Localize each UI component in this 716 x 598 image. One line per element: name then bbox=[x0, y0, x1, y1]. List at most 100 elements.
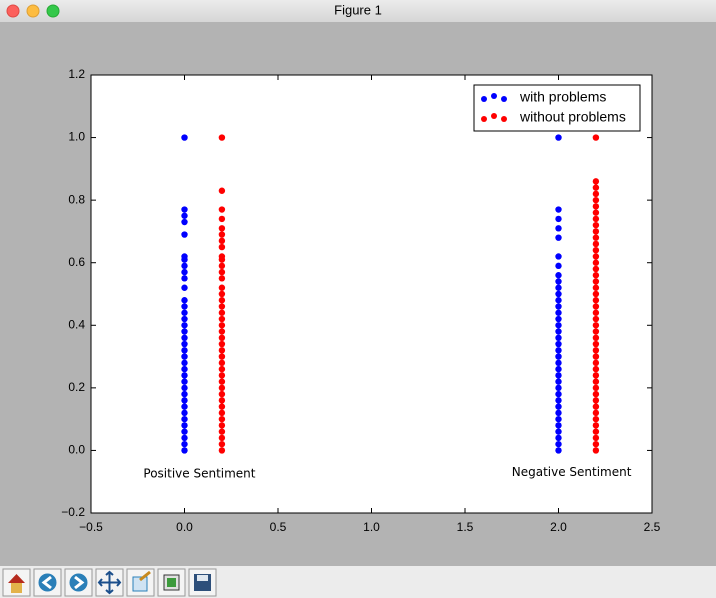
point bbox=[218, 215, 226, 223]
legend-label: with problems bbox=[519, 89, 606, 105]
point bbox=[592, 409, 600, 417]
point bbox=[218, 275, 226, 282]
point bbox=[555, 415, 562, 423]
x-tick-label: 2.0 bbox=[550, 520, 567, 534]
point bbox=[592, 340, 600, 348]
home-icon bbox=[11, 583, 22, 593]
minimize-button[interactable] bbox=[26, 4, 40, 18]
point bbox=[592, 265, 600, 273]
point bbox=[218, 378, 226, 385]
point bbox=[181, 353, 188, 360]
point bbox=[555, 225, 562, 232]
point bbox=[592, 209, 600, 216]
point bbox=[592, 134, 600, 141]
point bbox=[555, 390, 562, 398]
point bbox=[592, 184, 600, 191]
point bbox=[592, 234, 600, 241]
point bbox=[218, 334, 226, 341]
point bbox=[592, 240, 600, 248]
point bbox=[592, 253, 600, 260]
point bbox=[555, 384, 562, 392]
point bbox=[218, 347, 226, 354]
point bbox=[218, 340, 226, 348]
point bbox=[181, 315, 188, 323]
point bbox=[181, 231, 188, 238]
point bbox=[218, 315, 226, 323]
point bbox=[181, 440, 188, 448]
point bbox=[592, 290, 600, 298]
pan-icon bbox=[97, 570, 122, 595]
point bbox=[555, 359, 562, 367]
point bbox=[218, 434, 226, 442]
x-tick-label: 0.0 bbox=[176, 520, 193, 534]
y-tick-label: 0.8 bbox=[68, 192, 85, 206]
close-button[interactable] bbox=[6, 4, 20, 18]
point bbox=[555, 340, 562, 348]
legend-marker bbox=[491, 93, 497, 99]
point bbox=[181, 397, 188, 404]
point bbox=[218, 384, 226, 392]
point bbox=[555, 422, 562, 429]
point bbox=[181, 262, 188, 270]
point bbox=[555, 234, 562, 241]
point bbox=[592, 259, 600, 266]
point bbox=[181, 303, 188, 310]
point bbox=[218, 309, 226, 316]
point bbox=[555, 215, 562, 223]
point bbox=[592, 434, 600, 442]
point bbox=[218, 262, 226, 270]
x-tick-label: 1.0 bbox=[363, 520, 380, 534]
point bbox=[555, 262, 562, 270]
point bbox=[592, 303, 600, 310]
point bbox=[181, 415, 188, 423]
zoom-button[interactable] bbox=[46, 4, 60, 18]
toolbar-buttons bbox=[2, 568, 217, 597]
forward-icon bbox=[74, 575, 85, 590]
point bbox=[218, 253, 226, 260]
point bbox=[181, 297, 188, 304]
point bbox=[592, 359, 600, 367]
point bbox=[592, 309, 600, 316]
point bbox=[555, 447, 562, 454]
point bbox=[592, 178, 600, 185]
legend-marker bbox=[481, 116, 487, 122]
legend-label: without problems bbox=[519, 109, 626, 125]
point bbox=[592, 228, 600, 235]
point bbox=[218, 397, 226, 404]
point bbox=[218, 390, 226, 398]
y-tick-label: 0.2 bbox=[68, 380, 85, 394]
point bbox=[181, 428, 188, 435]
point bbox=[181, 384, 188, 392]
point bbox=[218, 403, 226, 410]
point bbox=[592, 372, 600, 379]
point bbox=[181, 218, 188, 226]
point bbox=[555, 290, 562, 298]
point bbox=[592, 297, 600, 304]
point bbox=[555, 428, 562, 435]
legend-box bbox=[473, 84, 641, 132]
zoom-icon bbox=[132, 576, 148, 592]
point bbox=[592, 203, 600, 210]
point bbox=[592, 334, 600, 341]
point bbox=[592, 278, 600, 285]
point bbox=[555, 206, 562, 213]
axes-frame bbox=[90, 74, 653, 514]
point bbox=[555, 315, 562, 323]
legend-marker bbox=[501, 116, 507, 122]
point bbox=[181, 372, 188, 379]
point bbox=[218, 422, 226, 429]
legend-marker bbox=[501, 96, 507, 102]
point bbox=[218, 243, 226, 251]
zoom-icon bbox=[139, 570, 151, 582]
point bbox=[555, 372, 562, 379]
point bbox=[218, 359, 226, 367]
point bbox=[181, 340, 188, 348]
y-tick-label: −0.2 bbox=[61, 505, 85, 519]
back-icon bbox=[38, 573, 57, 592]
point bbox=[592, 384, 600, 392]
x-tick-label: 2.5 bbox=[644, 520, 661, 534]
y-tick-label: 0.0 bbox=[68, 443, 85, 457]
point bbox=[592, 215, 600, 223]
point bbox=[218, 440, 226, 448]
